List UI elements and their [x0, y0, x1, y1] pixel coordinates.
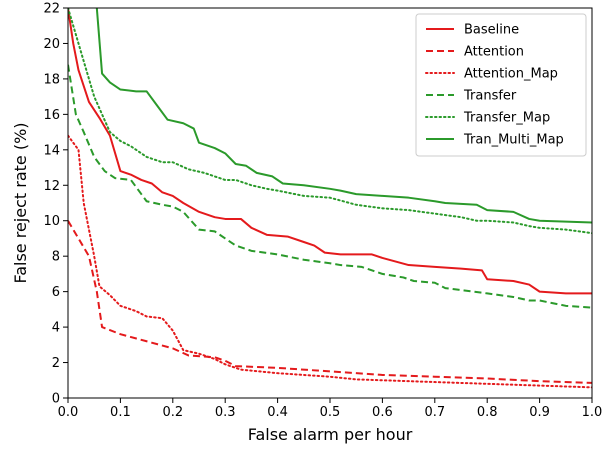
x-tick-label: 0.6 [372, 405, 393, 420]
x-tick-label: 0.1 [110, 405, 131, 420]
x-tick-label: 0.5 [320, 405, 341, 420]
legend-entry-baseline: Baseline [464, 23, 519, 38]
x-tick-label: 0.8 [477, 405, 498, 420]
series-line-baseline [68, 8, 592, 295]
series-line-transfer [68, 64, 592, 309]
y-tick-label: 10 [43, 214, 60, 229]
x-tick-label: 0.9 [529, 405, 550, 420]
series-line-tran-multi-map [95, 8, 592, 224]
y-tick-label: 2 [52, 356, 60, 371]
y-tick-label: 20 [43, 37, 60, 52]
x-tick-label: 1.0 [582, 405, 603, 420]
y-tick-label: 12 [43, 179, 60, 194]
x-tick-label: 0.7 [424, 405, 445, 420]
legend-entry-transfer: Transfer [463, 89, 517, 104]
y-tick-label: 16 [43, 108, 60, 123]
y-tick-label: 8 [52, 250, 60, 265]
x-tick-label: 0.3 [215, 405, 236, 420]
legend-entry-tran-multi-map: Tran_Multi_Map [463, 133, 564, 148]
y-tick-label: 6 [52, 285, 60, 300]
y-tick-label: 22 [43, 2, 60, 17]
y-axis-label: False reject rate (%) [11, 122, 30, 283]
series-line-attention [68, 220, 592, 384]
y-tick-label: 14 [43, 143, 60, 158]
series-line-transfer-map [68, 8, 592, 235]
x-tick-label: 0.0 [58, 405, 79, 420]
y-tick-label: 18 [43, 72, 60, 87]
legend: Baseline Attention Attention_Map Transfer Tr… [415, 13, 587, 157]
x-tick-label: 0.4 [267, 405, 288, 420]
legend-entry-attention: Attention [464, 45, 524, 60]
x-tick-label: 0.2 [162, 405, 183, 420]
series-line-attention-map [68, 134, 592, 389]
series-layer [68, 8, 592, 389]
legend-box [415, 13, 587, 157]
ticks-layer: 0.0 0.1 0.2 0.3 0.4 0.5 0.6 0.7 0.8 0.9 1.0 0 2 4 6 8 10… [43, 2, 602, 421]
y-tick-label: 4 [52, 321, 60, 336]
legend-entry-attention-map: Attention_Map [464, 67, 558, 82]
legend-entry-transfer-map: Transfer_Map [463, 111, 550, 126]
x-axis-label: False alarm per hour [248, 425, 413, 444]
y-tick-label: 0 [52, 392, 60, 407]
